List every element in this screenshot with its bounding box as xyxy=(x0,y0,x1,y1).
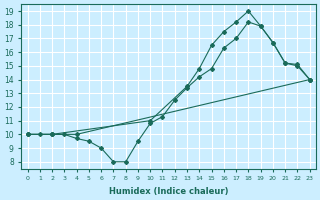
X-axis label: Humidex (Indice chaleur): Humidex (Indice chaleur) xyxy=(109,187,228,196)
